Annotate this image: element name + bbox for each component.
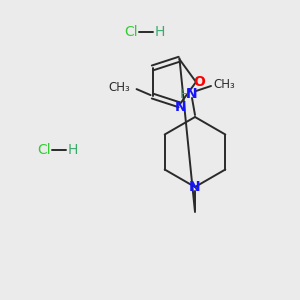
Text: CH₃: CH₃ [109,81,130,94]
Text: Cl: Cl [124,25,138,39]
Text: N: N [189,180,201,194]
Text: O: O [193,75,205,89]
Text: CH₃: CH₃ [213,79,235,92]
Text: N: N [175,100,186,114]
Text: Cl: Cl [37,143,51,157]
Text: N: N [186,87,198,101]
Text: methyl: methyl [0,299,1,300]
Text: H: H [68,143,78,157]
Text: H: H [179,88,189,100]
Text: H: H [155,25,165,39]
